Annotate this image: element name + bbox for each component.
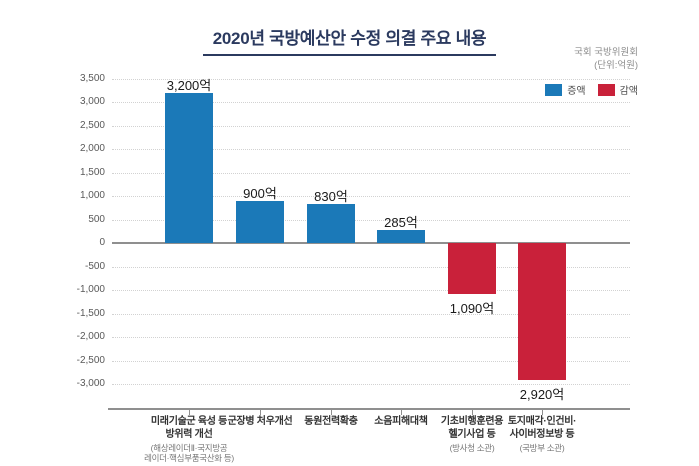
bar-value-label: 285억 bbox=[384, 214, 418, 230]
y-tick-label: 2,500 bbox=[79, 119, 105, 131]
x-axis-tick bbox=[542, 409, 543, 415]
gridline bbox=[112, 313, 630, 315]
gridline bbox=[112, 172, 630, 174]
title-container: 2020년 국방예산안 수정 의결 주요 내용 bbox=[0, 24, 699, 56]
y-tick-label: -1,500 bbox=[76, 307, 105, 319]
chart-bar bbox=[377, 229, 425, 243]
legend-label-increase: 증액 bbox=[567, 86, 586, 97]
chart-bar bbox=[448, 243, 496, 295]
y-tick-label: 3,500 bbox=[79, 72, 105, 84]
x-axis-tick bbox=[331, 409, 332, 415]
legend: 증액 감액 bbox=[545, 82, 638, 97]
chart-bar bbox=[236, 200, 284, 243]
bar-value-label: 900억 bbox=[243, 185, 277, 201]
category-note: (해상레이더Ⅱ·국지방공 레이더·핵심부품국산화 등) bbox=[144, 443, 234, 463]
source-note: 국회 국방위원회 (단위:억원) bbox=[574, 46, 638, 72]
y-tick-label: 2,000 bbox=[79, 143, 105, 154]
gridline bbox=[112, 290, 630, 291]
category-label: 기초비행훈련용 헬기사업 등 bbox=[440, 416, 504, 440]
y-tick-label: -3,000 bbox=[76, 378, 105, 389]
y-tick-label: -2,500 bbox=[76, 354, 105, 366]
gridline bbox=[112, 266, 630, 268]
category-note: (국방부 소관) bbox=[519, 443, 565, 453]
legend-swatch-decrease bbox=[597, 83, 615, 96]
bar-value-label: 830억 bbox=[314, 188, 348, 204]
chart-bar bbox=[165, 92, 213, 243]
gridline bbox=[112, 360, 630, 362]
unit-note: (단위:억원) bbox=[594, 60, 638, 71]
category-label-group: 토지매각·인건비· 사이버정보방 등 (국방부 소관) bbox=[482, 415, 602, 453]
category-label-group: 동원전력확충 bbox=[271, 415, 391, 428]
y-tick-label: 3,000 bbox=[79, 96, 105, 107]
gridline bbox=[112, 78, 630, 80]
x-axis-tick bbox=[260, 409, 261, 415]
legend-item-increase: 증액 bbox=[545, 82, 586, 97]
category-label-group: 미래기술군 육성 등 방위력 개선 (해상레이더Ⅱ·국지방공 레이더·핵심부품국산… bbox=[129, 415, 249, 463]
page-title: 2020년 국방예산안 수정 의결 주요 내용 bbox=[202, 24, 497, 56]
chart-bar bbox=[518, 243, 566, 381]
legend-label-decrease: 감액 bbox=[619, 86, 638, 97]
zero-axis-line bbox=[112, 242, 630, 244]
category-label: 동원전력확충 bbox=[304, 416, 358, 427]
bar-value-label: 1,090억 bbox=[449, 301, 495, 317]
gridline bbox=[112, 102, 630, 103]
gridline bbox=[112, 337, 630, 338]
y-tick-label: 1,000 bbox=[79, 190, 105, 201]
gridline bbox=[112, 219, 630, 221]
gridline bbox=[112, 196, 630, 197]
y-tick-label: 0 bbox=[99, 237, 105, 248]
category-label-group: 기초비행훈련용 헬기사업 등 (방사청 소관) bbox=[412, 415, 532, 453]
x-axis-tick bbox=[401, 409, 402, 415]
category-label: 토지매각·인건비· 사이버정보방 등 bbox=[507, 416, 577, 440]
y-tick-label: 500 bbox=[88, 213, 105, 225]
category-label-group: 소음피해대책 bbox=[341, 415, 461, 428]
gridline bbox=[112, 149, 630, 150]
chart-bar bbox=[307, 203, 355, 243]
category-label: 군장병 처우개선 bbox=[227, 416, 293, 427]
legend-swatch-increase bbox=[545, 83, 563, 96]
gridline bbox=[112, 125, 630, 127]
category-label: 미래기술군 육성 등 방위력 개선 bbox=[150, 416, 228, 440]
bar-value-label: 2,920억 bbox=[519, 387, 565, 403]
x-axis-tick bbox=[189, 409, 190, 415]
x-axis-tick bbox=[472, 409, 473, 415]
category-label-group: 군장병 처우개선 bbox=[200, 415, 320, 428]
y-tick-label: -500 bbox=[84, 260, 105, 272]
x-axis-line bbox=[108, 408, 630, 410]
category-label: 소음피해대책 bbox=[374, 416, 428, 427]
y-tick-label: 1,500 bbox=[79, 166, 105, 178]
bar-value-label: 3,200억 bbox=[166, 77, 212, 93]
gridline bbox=[112, 384, 630, 385]
y-tick-label: -1,000 bbox=[76, 284, 105, 295]
legend-item-decrease: 감액 bbox=[597, 82, 638, 97]
source-org: 국회 국방위원회 bbox=[574, 47, 638, 58]
y-tick-label: -2,000 bbox=[76, 331, 105, 342]
category-note: (방사청 소관) bbox=[449, 443, 495, 453]
